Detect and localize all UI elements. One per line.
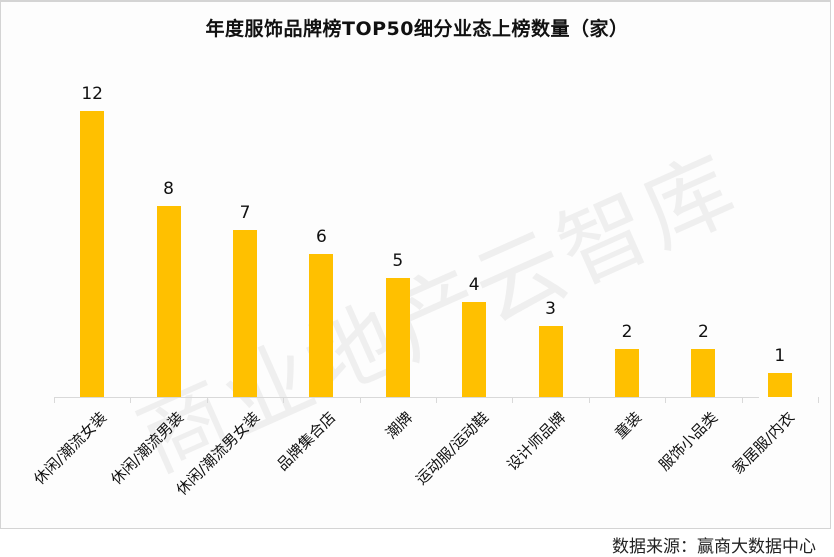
bar: [156, 206, 181, 397]
bar: [462, 301, 487, 397]
bar: [538, 325, 563, 397]
chart-frame: [0, 0, 831, 529]
data-label: 8: [163, 179, 174, 200]
bar: [615, 349, 639, 397]
data-label: 4: [468, 274, 480, 295]
data-label: 7: [239, 203, 251, 224]
data-label: 2: [621, 322, 633, 343]
x-axis-tick: [283, 397, 285, 403]
source-note: 数据来源：赢商大数据中心: [612, 537, 816, 557]
data-label: 3: [545, 298, 556, 319]
x-axis-tick: [359, 397, 361, 403]
bar: [691, 349, 716, 397]
data-label: 6: [315, 227, 327, 247]
data-label: 2: [697, 322, 709, 343]
x-axis-tick: [665, 397, 667, 403]
x-axis-tick: [206, 397, 208, 403]
x-axis-tick: [818, 397, 819, 403]
x-axis-tick: [130, 397, 132, 403]
data-label: 5: [392, 250, 404, 271]
bar: [309, 254, 334, 397]
x-axis: [54, 397, 759, 398]
x-axis-tick: [436, 397, 437, 403]
bar: [767, 373, 792, 397]
bar: [80, 111, 105, 397]
bar: [233, 230, 257, 397]
x-axis-tick: [512, 397, 514, 403]
x-axis-tick: [54, 397, 55, 403]
x-axis-tick: [588, 397, 590, 403]
data-label: 12: [81, 84, 103, 104]
x-axis-tick: [741, 397, 743, 403]
data-label: 1: [774, 346, 786, 367]
bar: [385, 277, 410, 397]
chart-title: 年度服饰品牌榜TOP50细分业态上榜数量（家）: [205, 18, 629, 40]
